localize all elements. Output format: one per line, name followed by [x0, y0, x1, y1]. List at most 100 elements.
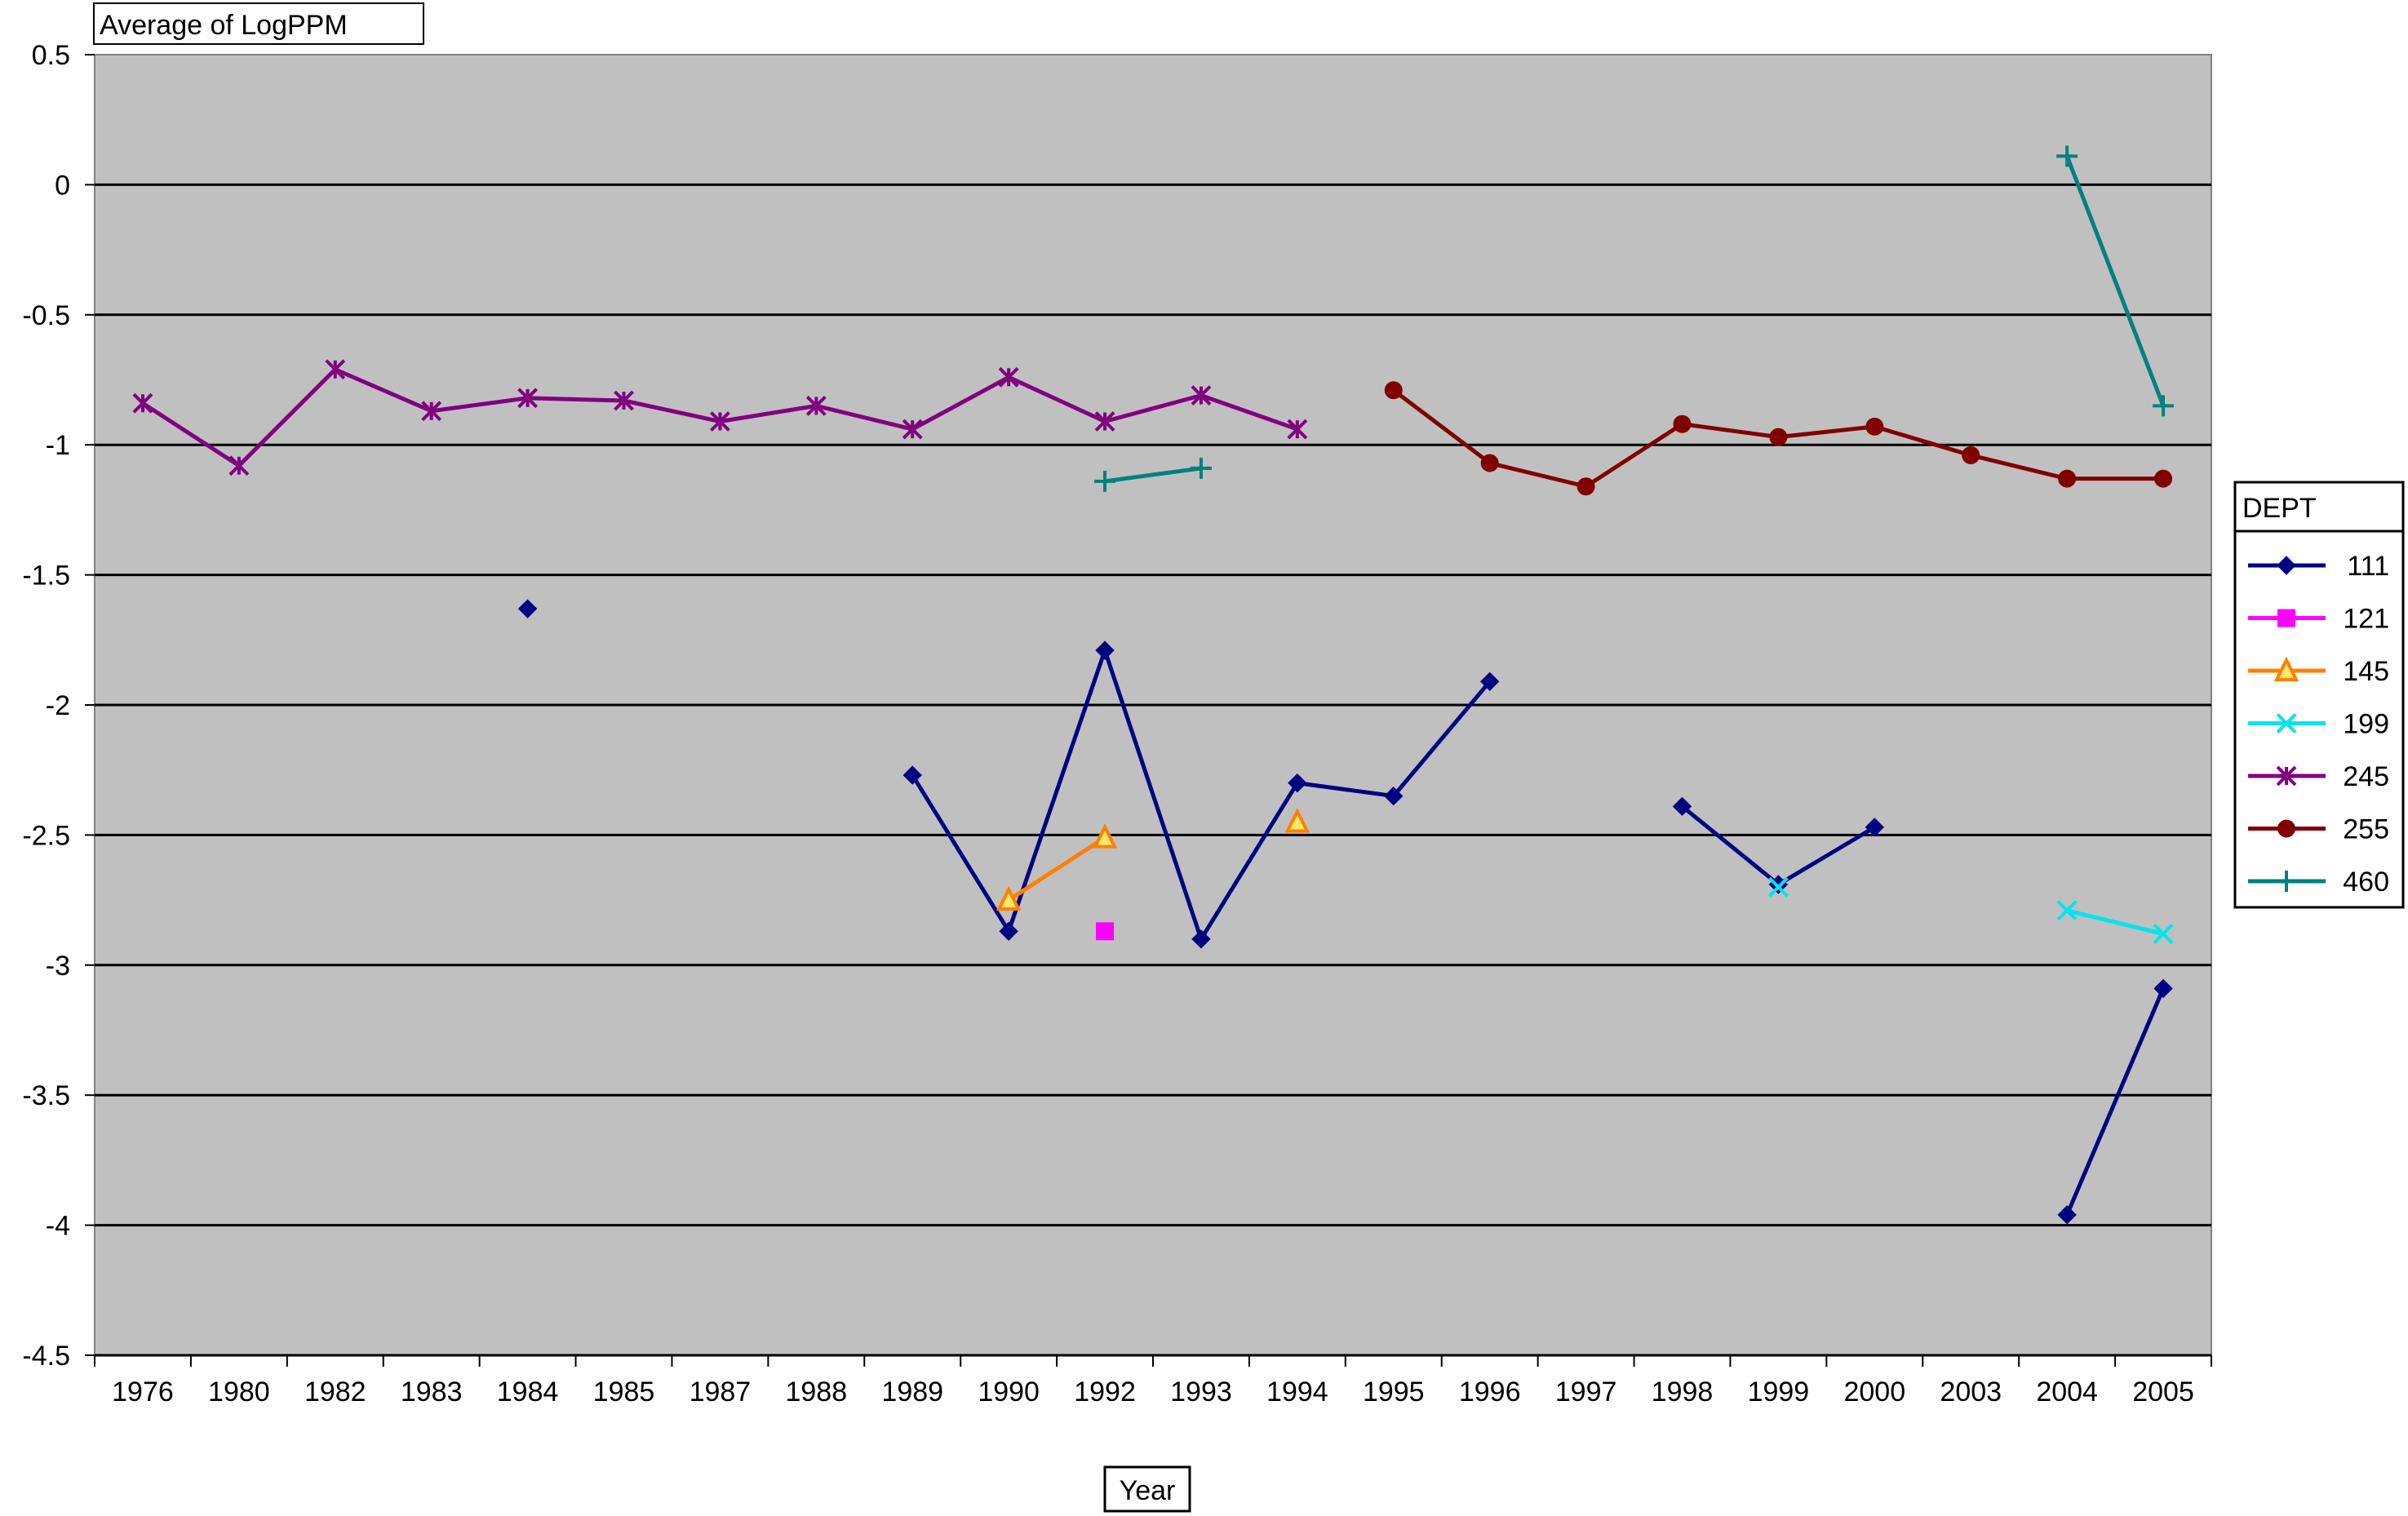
series-111: [517, 599, 2173, 1225]
series-245-point: [709, 411, 730, 432]
x-tick-label: 1984: [497, 1376, 559, 1407]
x-tick-label: 1982: [304, 1376, 366, 1407]
x-tick-label: 2004: [2036, 1376, 2098, 1407]
series-460-segment: [2064, 155, 2166, 407]
series-460: [1094, 145, 2175, 492]
series-111-point: [1865, 818, 1885, 837]
series-245-point: [998, 366, 1019, 388]
series-199-point: [2056, 900, 2078, 921]
series-245-segment: [623, 398, 721, 423]
series-145-point: [1284, 807, 1310, 833]
series-111-point: [1191, 929, 1211, 949]
series-255-segment: [1585, 422, 1683, 489]
series-245-segment: [334, 367, 432, 414]
series-111-point: [1479, 672, 1500, 692]
series-245-segment: [720, 403, 817, 423]
chart-title-field[interactable]: Average of LogPPM: [93, 2, 424, 45]
series-460-point: [2153, 395, 2175, 417]
y-tick-label: -1.5: [22, 561, 70, 592]
y-tick-label: -2.5: [22, 820, 70, 851]
legend-marker-145: [2273, 656, 2299, 681]
x-tick-label: 1995: [1363, 1376, 1425, 1407]
x-tick-label: 1990: [978, 1376, 1040, 1407]
series-245-segment: [141, 401, 241, 468]
legend-marker-460: [2276, 871, 2297, 892]
x-tick-label: 1987: [690, 1376, 752, 1407]
series-245-point: [1094, 411, 1115, 432]
series-255-point: [2058, 469, 2077, 488]
series-255-segment: [1682, 422, 1779, 440]
legend-title: DEPT: [2242, 493, 2317, 524]
series-255-segment: [1489, 461, 1587, 489]
x-axis-label: Year: [1120, 1475, 1176, 1506]
series-245-segment: [1104, 393, 1202, 423]
series-460-point: [1094, 470, 1116, 492]
series-145-point: [1092, 823, 1118, 849]
x-tick-label: 2000: [1843, 1376, 1905, 1407]
series-245-segment: [1008, 375, 1106, 423]
series-245-segment: [911, 375, 1010, 432]
legend-label-245: 245: [2343, 761, 2389, 792]
legend-marker-255: [2277, 819, 2295, 838]
x-tick-label: 1993: [1170, 1376, 1232, 1407]
x-tick-label: 1988: [785, 1376, 847, 1407]
x-tick-label: 1996: [1459, 1376, 1521, 1407]
series-245-point: [132, 392, 153, 414]
series-245-point: [325, 359, 346, 380]
series-245-point: [614, 390, 634, 411]
series-245-point: [421, 401, 442, 422]
legend-box: [2233, 530, 2405, 909]
series-245-point: [902, 419, 923, 440]
series-111-point: [2153, 978, 2173, 999]
legend-label-460: 460: [2343, 867, 2389, 898]
series-255: [1384, 381, 2173, 496]
series-245: [132, 359, 1308, 477]
series-245-point: [1191, 385, 1212, 406]
y-axis-tick-labels: 0.5 0 -0.5 -1 -1.5 -2 -2.5 -3 -3.5 -4 -4.5: [22, 40, 95, 1372]
x-tick-label: 2003: [1940, 1376, 2002, 1407]
series-111-segment: [1680, 805, 1780, 886]
series-111-point: [999, 921, 1018, 942]
series-111-point: [2057, 1205, 2077, 1225]
series-245-point: [517, 388, 539, 409]
x-axis-field[interactable]: Year: [1103, 1465, 1191, 1513]
series-255-segment: [1970, 453, 2068, 481]
series-111-segment: [1199, 782, 1299, 941]
series-199-segment: [2066, 908, 2164, 936]
series-460-point: [2056, 145, 2078, 167]
x-tick-label: 1976: [112, 1376, 174, 1407]
series-460-point: [1190, 457, 1212, 479]
series-111-segment: [1102, 649, 1204, 940]
series-245-point: [1287, 419, 1308, 440]
y-tick-label: -2: [46, 690, 70, 721]
series-245-point: [228, 455, 250, 477]
series-lines: [132, 145, 2175, 1225]
series-111-point: [1672, 796, 1692, 817]
series-199: [1767, 876, 2174, 944]
x-tick-label: 1983: [401, 1376, 463, 1407]
x-tick-label: 1980: [208, 1376, 270, 1407]
series-255-segment: [1778, 424, 1875, 440]
legend-label-255: 255: [2343, 814, 2389, 845]
legend-entries: 111 121 145 199 245 255 460: [2248, 551, 2389, 898]
series-255-segment: [1874, 424, 1971, 458]
legend: DEPT 111 121 145 199 245 255 460: [2233, 481, 2405, 909]
legend-marker-245: [2276, 765, 2297, 787]
series-111-point: [902, 765, 922, 785]
y-tick-label: -4.5: [22, 1341, 70, 1372]
series-245-segment: [1200, 393, 1298, 432]
y-tick-label: -0.5: [22, 300, 70, 331]
x-tick-label: 1989: [881, 1376, 943, 1407]
series-255-point: [1962, 445, 1980, 464]
x-axis: 1976 1980 1982 1983 1984 1985 1987 1988 1989 1990…: [94, 1354, 2212, 1407]
series-245-segment: [815, 403, 913, 432]
legend-title-box[interactable]: [2233, 481, 2405, 533]
series-199-point: [1767, 876, 1789, 898]
chart-title: Average of LogPPM: [100, 10, 348, 41]
series-121: [1096, 922, 1115, 941]
y-tick-label: 0: [55, 170, 70, 201]
legend-label-199: 199: [2343, 709, 2389, 740]
x-tick-label: 1999: [1748, 1376, 1810, 1407]
series-255-point: [1769, 428, 1788, 446]
legend-marker-111: [2277, 556, 2296, 575]
